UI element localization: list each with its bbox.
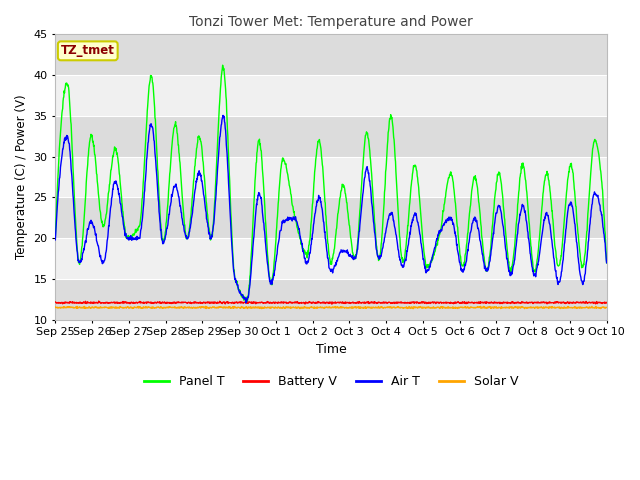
Panel T [116, 182, 124, 188]
Panel T [298, 240, 305, 245]
Bar [55, 35, 607, 75]
Battery V [297, 300, 305, 306]
Solar V [603, 304, 611, 310]
Line: Battery V: Battery V [55, 301, 607, 304]
Bar [55, 75, 607, 116]
Air T [366, 178, 374, 183]
Battery V [366, 300, 374, 306]
Bar [55, 279, 607, 320]
Solar V [94, 304, 102, 310]
Battery V [307, 300, 315, 306]
Panel T [94, 185, 102, 191]
Battery V [603, 300, 611, 306]
Solar V [51, 304, 59, 310]
Air T [116, 201, 124, 206]
Panel T [366, 148, 374, 154]
Solar V [285, 305, 293, 311]
Line: Air T: Air T [55, 115, 607, 303]
Line: Panel T: Panel T [55, 65, 607, 301]
Air T [603, 260, 611, 265]
Bar [55, 238, 607, 279]
Text: TZ_tmet: TZ_tmet [61, 44, 115, 57]
Bar [55, 197, 607, 238]
Bar [55, 156, 607, 197]
Air T [298, 238, 305, 244]
Panel T [286, 185, 294, 191]
Battery V [328, 301, 336, 307]
Battery V [117, 300, 125, 306]
Battery V [285, 299, 293, 305]
Panel T [307, 218, 315, 224]
Legend: Panel T, Battery V, Air T, Solar V: Panel T, Battery V, Air T, Solar V [139, 371, 523, 394]
Air T [242, 300, 250, 306]
Solar V [307, 304, 315, 310]
Air T [307, 241, 315, 247]
Solar V [202, 303, 209, 309]
Battery V [95, 298, 102, 304]
Solar V [410, 306, 417, 312]
Air T [219, 112, 227, 118]
Battery V [94, 300, 102, 306]
Solar V [297, 305, 305, 311]
Solar V [116, 304, 124, 310]
Y-axis label: Temperature (C) / Power (V): Temperature (C) / Power (V) [15, 95, 28, 259]
Bar [55, 116, 607, 156]
Air T [51, 237, 59, 243]
Air T [94, 243, 102, 249]
Solar V [365, 305, 373, 311]
Panel T [243, 299, 251, 304]
Air T [286, 216, 294, 222]
Panel T [51, 235, 59, 240]
X-axis label: Time: Time [316, 343, 346, 356]
Battery V [51, 299, 59, 305]
Line: Solar V: Solar V [55, 306, 607, 309]
Panel T [219, 62, 227, 68]
Title: Tonzi Tower Met: Temperature and Power: Tonzi Tower Met: Temperature and Power [189, 15, 473, 29]
Panel T [603, 260, 611, 266]
